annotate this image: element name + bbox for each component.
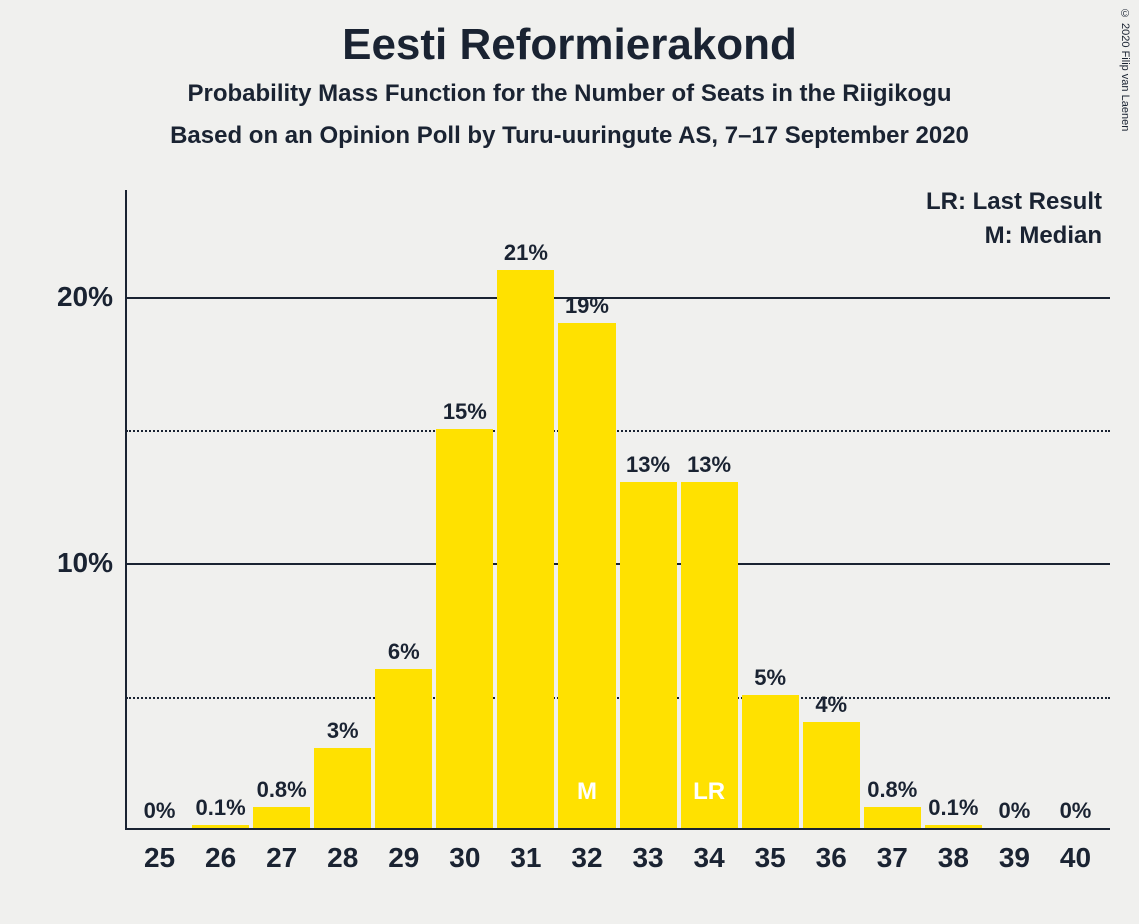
x-tick-label: 36 (801, 828, 862, 874)
plot-area: 10%20% LR: Last Result M: Median 0%250.1… (125, 190, 1110, 830)
bar-slot: 0.1%38 (923, 190, 984, 828)
bar-value-label: 6% (388, 639, 420, 665)
x-tick-label: 28 (312, 828, 373, 874)
bar-slot: 13%33 (618, 190, 679, 828)
bar-slot: 0%25 (129, 190, 190, 828)
bar-slot: 0.8%27 (251, 190, 312, 828)
bar-slot: 4%36 (801, 190, 862, 828)
bar-marker: M (558, 778, 615, 806)
bar-rect (436, 429, 493, 828)
chart-subtitle-2: Based on an Opinion Poll by Turu-uuringu… (0, 122, 1139, 150)
bar-rect (253, 807, 310, 828)
bar-value-label: 0.8% (867, 777, 917, 803)
chart-title: Eesti Reformierakond (0, 0, 1139, 70)
bar-slot: 0%40 (1045, 190, 1106, 828)
x-tick-label: 40 (1045, 828, 1106, 874)
x-tick-label: 39 (984, 828, 1045, 874)
bar-marker: LR (681, 778, 738, 806)
bar-value-label: 0% (999, 798, 1031, 824)
bar-value-label: 5% (754, 665, 786, 691)
bar-rect (375, 669, 432, 829)
x-tick-label: 31 (495, 828, 556, 874)
bar-value-label: 3% (327, 718, 359, 744)
bar-rect: LR (681, 482, 738, 828)
x-tick-label: 33 (618, 828, 679, 874)
bar-slot: 13%LR34 (679, 190, 740, 828)
x-tick-label: 30 (434, 828, 495, 874)
bar-slot: 21%31 (495, 190, 556, 828)
bar-value-label: 15% (443, 399, 487, 425)
y-tick-label: 20% (35, 281, 125, 313)
bar-rect (742, 695, 799, 828)
y-tick-label: 10% (35, 547, 125, 579)
bar-slot: 15%30 (434, 190, 495, 828)
x-tick-label: 26 (190, 828, 251, 874)
copyright-text: © 2020 Filip van Laenen (1119, 8, 1131, 131)
bar-value-label: 0% (144, 798, 176, 824)
bar-rect (864, 807, 921, 828)
bar-slot: 0%39 (984, 190, 1045, 828)
bar-value-label: 13% (626, 452, 670, 478)
x-tick-label: 25 (129, 828, 190, 874)
chart-subtitle-1: Probability Mass Function for the Number… (0, 80, 1139, 108)
bar-value-label: 4% (815, 692, 847, 718)
bar-value-label: 19% (565, 293, 609, 319)
x-tick-label: 35 (740, 828, 801, 874)
bar-value-label: 0% (1060, 798, 1092, 824)
chart-container: 10%20% LR: Last Result M: Median 0%250.1… (30, 190, 1110, 870)
bar-value-label: 0.8% (257, 777, 307, 803)
x-tick-label: 38 (923, 828, 984, 874)
bar-value-label: 13% (687, 452, 731, 478)
bar-slot: 6%29 (373, 190, 434, 828)
bar-value-label: 0.1% (196, 795, 246, 821)
bar-slot: 5%35 (740, 190, 801, 828)
x-tick-label: 27 (251, 828, 312, 874)
x-tick-label: 32 (556, 828, 617, 874)
bar-slot: 0.1%26 (190, 190, 251, 828)
bar-slot: 3%28 (312, 190, 373, 828)
bar-value-label: 21% (504, 240, 548, 266)
bar-rect (314, 748, 371, 828)
bar-rect (620, 482, 677, 828)
x-tick-label: 34 (679, 828, 740, 874)
bar-rect (803, 722, 860, 828)
bar-rect: M (558, 323, 615, 828)
bar-slot: 0.8%37 (862, 190, 923, 828)
bars-group: 0%250.1%260.8%273%286%2915%3021%3119%M32… (125, 190, 1110, 828)
bar-value-label: 0.1% (928, 795, 978, 821)
x-tick-label: 37 (862, 828, 923, 874)
bar-slot: 19%M32 (556, 190, 617, 828)
x-tick-label: 29 (373, 828, 434, 874)
bar-rect (497, 270, 554, 828)
